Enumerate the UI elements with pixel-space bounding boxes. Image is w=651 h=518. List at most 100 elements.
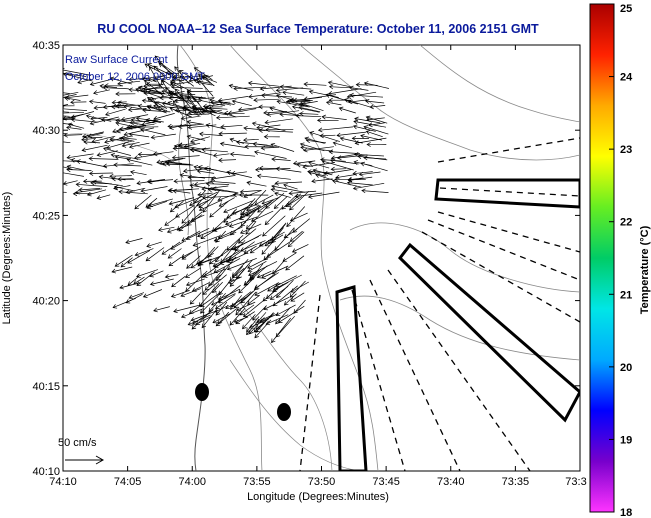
current-vector <box>170 290 190 298</box>
current-vector <box>158 62 178 78</box>
current-vector <box>125 238 143 245</box>
current-vector <box>200 226 222 240</box>
current-vector <box>243 137 259 143</box>
current-vector <box>111 104 126 110</box>
current-vector <box>165 70 179 76</box>
current-vector <box>285 196 303 207</box>
colorbar-tick-label: 25 <box>620 3 632 15</box>
current-vector <box>63 67 92 76</box>
current-vector <box>137 103 165 109</box>
current-vector <box>312 168 333 176</box>
current-vector <box>148 198 173 208</box>
current-vector <box>117 80 141 86</box>
current-vector <box>161 241 181 255</box>
current-vector <box>287 231 305 248</box>
current-vector <box>174 108 188 113</box>
current-vector <box>123 127 154 137</box>
current-vector <box>213 258 241 274</box>
current-vector <box>103 146 131 156</box>
current-vector <box>308 170 326 177</box>
current-vector <box>218 157 237 163</box>
current-vector <box>365 115 388 124</box>
current-vector <box>363 155 387 161</box>
colorbar-tick-label: 19 <box>620 434 632 446</box>
current-vector <box>63 111 85 114</box>
current-vector <box>217 192 239 202</box>
current-vector <box>188 191 218 207</box>
current-vector <box>352 124 376 132</box>
current-vector <box>243 189 262 199</box>
current-vector <box>63 141 71 144</box>
current-vector <box>260 93 293 98</box>
overlay-line-1: Raw Surface Current <box>65 54 168 66</box>
current-vector <box>140 127 166 136</box>
current-vector <box>215 115 250 121</box>
current-vector <box>63 132 83 138</box>
current-vector <box>140 86 159 93</box>
current-vector <box>240 240 266 252</box>
current-vector <box>299 111 319 116</box>
current-vectors <box>63 55 389 344</box>
current-vector <box>293 299 306 314</box>
current-vector <box>118 189 148 195</box>
current-vector <box>78 187 101 193</box>
current-vector <box>199 291 222 308</box>
current-vector <box>244 144 277 150</box>
current-vector <box>213 231 237 242</box>
current-vector <box>102 85 129 91</box>
current-vector <box>128 142 150 149</box>
beam-line <box>387 269 531 471</box>
current-vector <box>158 226 175 233</box>
current-vector <box>257 201 272 213</box>
current-vector <box>328 149 360 155</box>
bathymetry-contour <box>349 222 580 293</box>
current-vector <box>233 86 267 91</box>
current-vector <box>254 282 280 296</box>
current-vector <box>223 200 253 214</box>
current-vector <box>180 308 204 319</box>
current-vector <box>111 100 127 105</box>
current-vector <box>137 85 162 93</box>
current-vector <box>330 153 358 161</box>
current-vector <box>274 180 303 186</box>
chart-title: RU COOL NOAA–12 Sea Surface Temperature:… <box>97 22 539 36</box>
current-vector <box>283 293 297 306</box>
current-vector <box>135 116 164 123</box>
current-vector <box>229 265 244 282</box>
current-vector <box>88 99 106 105</box>
current-vector <box>363 125 389 135</box>
current-vector <box>173 178 205 184</box>
current-vector <box>120 257 133 268</box>
current-vector <box>120 135 137 141</box>
current-vector <box>228 216 258 228</box>
current-vector <box>300 102 324 112</box>
current-vector <box>252 305 267 321</box>
y-tick-label: 40:15 <box>32 381 60 393</box>
current-vector <box>262 215 286 237</box>
current-vector <box>246 180 267 187</box>
current-vector <box>119 282 141 290</box>
beam-line <box>437 211 580 253</box>
bathymetry-contour <box>237 299 333 471</box>
current-vector <box>189 292 202 305</box>
current-vector <box>354 137 387 146</box>
current-vector <box>96 150 118 158</box>
current-vector <box>295 113 321 119</box>
current-vector <box>279 84 312 90</box>
current-vector <box>173 144 202 152</box>
current-vector <box>63 118 74 120</box>
current-vector <box>128 124 159 130</box>
y-tick-label: 40:25 <box>32 210 60 222</box>
current-vector <box>366 142 387 147</box>
current-vector <box>134 194 152 210</box>
current-vector <box>325 100 342 106</box>
current-vector <box>212 250 241 267</box>
current-vector <box>325 93 358 105</box>
current-vector <box>63 94 77 98</box>
current-vector <box>167 123 197 129</box>
current-vector <box>66 125 82 131</box>
current-vector <box>81 131 105 139</box>
current-vector <box>321 114 347 120</box>
current-vector <box>228 83 254 91</box>
current-vector <box>104 135 133 144</box>
